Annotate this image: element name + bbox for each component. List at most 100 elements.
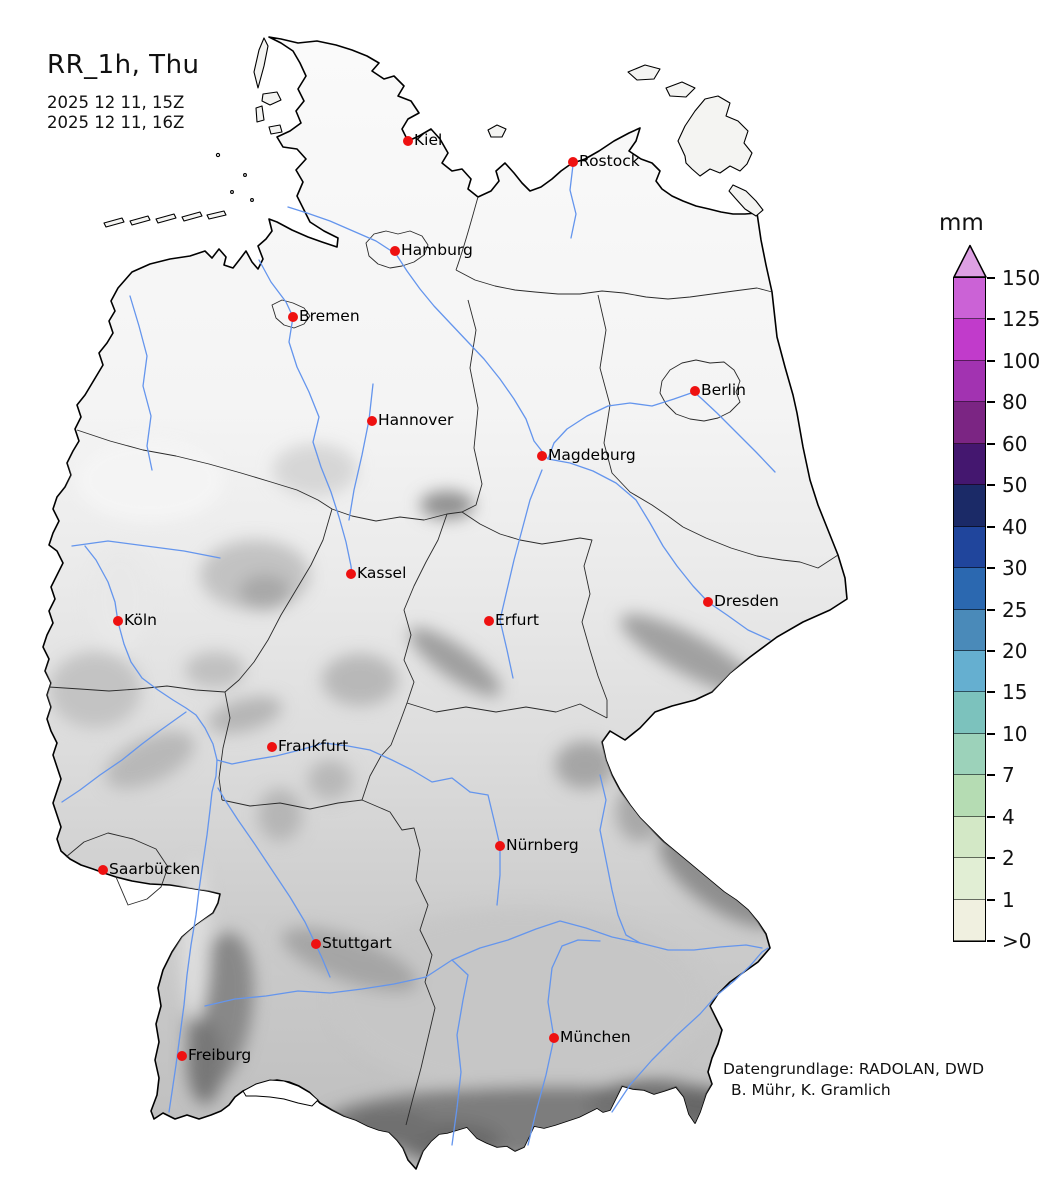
colorbar: 150 125 100 80 60 50 40 30 25 20 15 10 7 4 2 1 >0	[953, 244, 1053, 953]
colorbar-tick-mark	[987, 774, 995, 777]
city-dot	[495, 841, 505, 851]
colorbar-tick-mark	[987, 318, 995, 321]
attribution-source: Datengrundlage: RADOLAN, DWD	[723, 1060, 985, 1078]
colorbar-tick-label: 150	[1002, 266, 1041, 290]
colorbar-tick-label: 20	[1002, 638, 1028, 663]
city-dot	[113, 616, 123, 626]
city-dot	[367, 416, 377, 426]
colorbar-tick-label: 25	[1002, 597, 1028, 622]
colorbar-scale: 150 125 100 80 60 50 40 30 25 20 15 10 7 4 2 1 >0	[953, 266, 1040, 953]
colorbar-tick-label: 100	[1002, 348, 1041, 373]
city-label: Hannover	[378, 411, 454, 429]
header: RR_1h, Thu 2025 12 11, 15Z 2025 12 11, 1…	[47, 50, 200, 133]
colorbar-segment-20-25	[954, 609, 985, 651]
lake-constance	[242, 1079, 319, 1107]
colorbar-tick-mark	[987, 649, 995, 652]
colorbar-tick-label: 80	[1002, 390, 1028, 415]
colorbar-tick-mark	[987, 691, 995, 694]
city-dot	[690, 386, 700, 396]
city-dot	[390, 246, 400, 256]
colorbar-segment-15-20	[954, 650, 985, 693]
rivers	[61, 164, 776, 1146]
city-dot	[177, 1051, 187, 1061]
colorbar-segment-7-10	[954, 733, 985, 776]
city-label: Bremen	[299, 307, 360, 325]
city-dot	[267, 742, 277, 752]
city-label: Kiel	[414, 131, 443, 149]
timestamp-start: 2025 12 11, 15Z	[47, 93, 185, 112]
city-dot	[403, 136, 413, 146]
colorbar-tick-mark	[987, 525, 995, 528]
city-label: Köln	[124, 611, 158, 629]
city-label: Nürnberg	[506, 836, 579, 854]
colorbar-tick-mark	[987, 940, 995, 942]
colorbar-segment-100-125	[954, 319, 985, 361]
colorbar-tick-label: 60	[1002, 431, 1028, 456]
colorbar-segment-2-4	[954, 816, 985, 859]
colorbar-unit-label: mm	[939, 210, 984, 236]
city-label: Berlin	[701, 381, 746, 399]
islands	[103, 37, 764, 228]
colorbar-tick-label: 2	[1002, 846, 1015, 871]
city-dot	[98, 865, 108, 875]
colorbar-segment-1-2	[954, 858, 985, 900]
colorbar-segment-10-15	[954, 692, 985, 734]
colorbar-segment-30-40	[954, 526, 985, 569]
colorbar-overflow-arrow	[953, 244, 987, 278]
colorbar-segment-40-50	[954, 485, 985, 527]
colorbar-tick-mark	[987, 815, 995, 818]
colorbar-tick-mark	[987, 277, 995, 279]
timestamp-block: 2025 12 11, 15Z 2025 12 11, 16Z	[47, 93, 200, 133]
city-label: Erfurt	[495, 611, 539, 629]
colorbar-tick-label: 40	[1002, 514, 1028, 539]
city-dot	[311, 939, 321, 949]
city-dot	[484, 616, 494, 626]
colorbar-tick-mark	[987, 359, 995, 362]
colorbar-tick-mark	[987, 608, 995, 611]
attribution-authors: B. Mühr, K. Gramlich	[731, 1081, 891, 1099]
colorbar-tick-mark	[987, 401, 995, 404]
city-label: Freiburg	[188, 1046, 252, 1064]
city-label: Dresden	[714, 592, 779, 610]
colorbar-tick-label: 7	[1002, 763, 1015, 788]
page-title: RR_1h, Thu	[47, 50, 200, 80]
colorbar-segment-50-60	[954, 443, 985, 486]
city-label: Saarbücken	[109, 860, 201, 878]
colorbar-segment-25-30	[954, 568, 985, 610]
colorbar-tick-label: 15	[1002, 680, 1028, 705]
colorbar-tick-mark	[987, 567, 995, 570]
attribution: Datengrundlage: RADOLAN, DWD B. Mühr, K.…	[723, 1059, 984, 1101]
colorbar-segment-60-80	[954, 402, 985, 444]
colorbar-segment->0-1	[954, 899, 985, 941]
colorbar-tick-label: 1	[1002, 887, 1015, 912]
city-label: München	[560, 1028, 631, 1046]
colorbar-tick-label: 125	[1002, 307, 1041, 332]
germany-outline	[42, 36, 848, 1170]
city-dot	[537, 451, 547, 461]
colorbar-tick-label: >0	[1002, 929, 1032, 953]
colorbar-tick-mark	[987, 898, 995, 901]
colorbar-tick-label: 50	[1002, 473, 1028, 498]
colorbar-segment-80-100	[954, 360, 985, 403]
colorbar-tick-mark	[987, 732, 995, 735]
colorbar-tick-mark	[987, 857, 995, 860]
colorbar-tick-label: 30	[1002, 556, 1028, 581]
state-borders	[48, 196, 839, 1126]
colorbar-tick-label: 10	[1002, 721, 1028, 746]
city-dot	[549, 1033, 559, 1043]
city-label: Stuttgart	[322, 934, 392, 952]
colorbar-segment-125-150	[954, 278, 985, 320]
city-label: Rostock	[579, 152, 640, 170]
city-label: Hamburg	[401, 241, 473, 259]
city-label: Frankfurt	[278, 737, 349, 755]
colorbar-tick-mark	[987, 442, 995, 445]
colorbar-tick-mark	[987, 484, 995, 487]
timestamp-end: 2025 12 11, 16Z	[47, 113, 185, 132]
city-dot	[703, 597, 713, 607]
city-dot	[288, 312, 298, 322]
city-label: Magdeburg	[548, 446, 636, 464]
colorbar-segments	[954, 278, 985, 941]
